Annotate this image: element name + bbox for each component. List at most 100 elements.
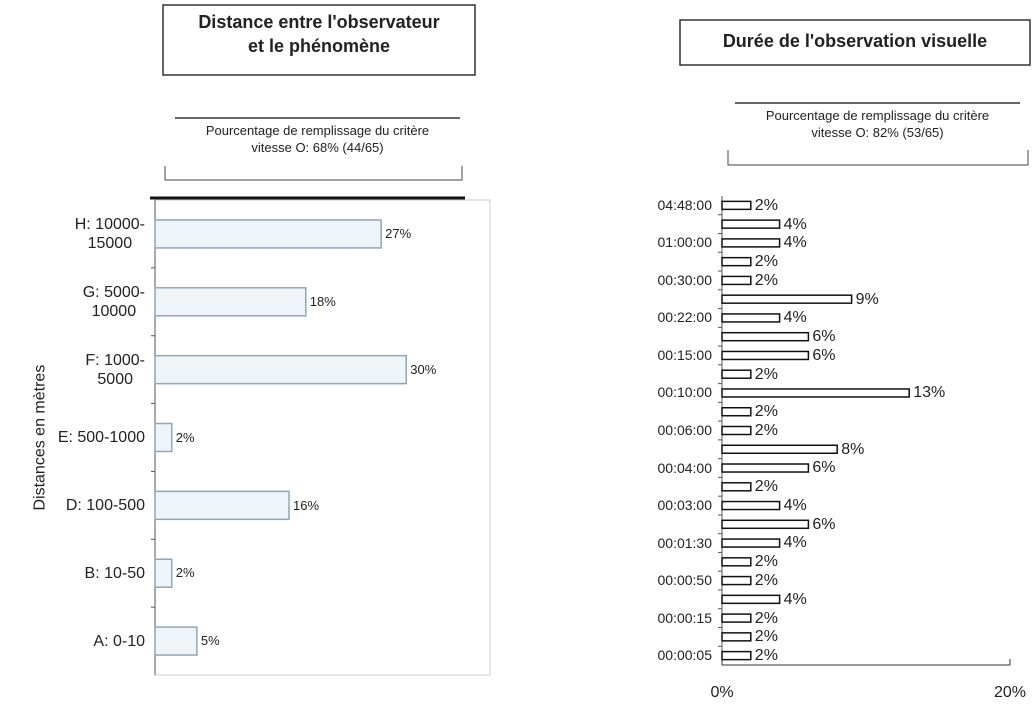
bar bbox=[721, 463, 810, 473]
subtitle: vitesse O: 68% (44/65) bbox=[251, 140, 384, 155]
value-label: 4% bbox=[783, 309, 807, 327]
bar bbox=[721, 482, 752, 492]
value-label: 2% bbox=[754, 271, 778, 289]
value-label: 6% bbox=[812, 346, 836, 364]
value-label: 18% bbox=[309, 293, 336, 309]
category-label: 00:00:15 bbox=[657, 609, 713, 626]
bar bbox=[154, 422, 173, 453]
value-label: 2% bbox=[754, 365, 778, 383]
value-label: 30% bbox=[410, 361, 437, 377]
bar bbox=[721, 538, 781, 548]
bar bbox=[154, 287, 307, 317]
category-label: 00:00:50 bbox=[657, 572, 713, 589]
bar bbox=[154, 626, 198, 656]
bar bbox=[721, 313, 781, 323]
bar bbox=[721, 632, 752, 642]
subtitle: vitesse O: 82% (53/65) bbox=[811, 125, 944, 140]
category-label: 00:15:00 bbox=[657, 346, 713, 363]
bar bbox=[721, 350, 810, 361]
value-label: 2% bbox=[754, 253, 778, 271]
bar bbox=[154, 558, 173, 588]
category-label: 00:04:00 bbox=[657, 459, 713, 476]
value-label: 2% bbox=[754, 628, 778, 646]
bar bbox=[721, 294, 853, 304]
subtitle: Pourcentage de remplissage du critère bbox=[205, 123, 430, 138]
category-label: 00:00:05 bbox=[657, 647, 713, 664]
category-label: G: 5000- 10000 bbox=[82, 283, 145, 320]
value-label: 2% bbox=[175, 429, 195, 445]
bar bbox=[721, 275, 752, 286]
category-label: 01:00:00 bbox=[657, 234, 713, 251]
value-label: 2% bbox=[175, 565, 195, 581]
value-label: 2% bbox=[754, 647, 778, 665]
bracket bbox=[164, 166, 463, 181]
category-label: 00:22:00 bbox=[657, 309, 713, 326]
category-label: 04:48:00 bbox=[657, 196, 713, 213]
title-box bbox=[162, 4, 476, 76]
bar bbox=[721, 500, 781, 511]
bar bbox=[721, 519, 810, 530]
value-label: 2% bbox=[754, 196, 778, 214]
bar bbox=[721, 650, 752, 661]
value-label: 9% bbox=[855, 290, 879, 308]
chart-title: et le phénomène bbox=[247, 36, 391, 56]
bar bbox=[154, 490, 290, 521]
y-axis-label: Distances en mètres bbox=[31, 364, 49, 511]
bar bbox=[154, 354, 407, 385]
bar bbox=[721, 369, 752, 379]
bar bbox=[721, 425, 752, 436]
value-label: 2% bbox=[754, 609, 778, 627]
chart-title: Durée de l'observation visuelle bbox=[722, 31, 988, 51]
value-label: 2% bbox=[754, 553, 778, 571]
category-label: A: 0-10 bbox=[93, 632, 145, 650]
category-label: 00:03:00 bbox=[657, 497, 713, 514]
value-label: 5% bbox=[200, 633, 220, 649]
chart-title: Distance entre l'observateur bbox=[198, 12, 440, 32]
bracket bbox=[727, 150, 1029, 166]
bar bbox=[721, 575, 752, 586]
category-label: F: 1000- 5000 bbox=[85, 351, 145, 388]
bar bbox=[154, 219, 382, 249]
category-label: 00:10:00 bbox=[657, 384, 713, 401]
value-label: 8% bbox=[841, 440, 865, 458]
category-label: B: 10-50 bbox=[84, 564, 145, 582]
value-label: 4% bbox=[783, 496, 807, 514]
value-label: 27% bbox=[385, 226, 412, 242]
value-label: 6% bbox=[812, 328, 836, 346]
bar bbox=[721, 557, 752, 567]
subtitle: Pourcentage de remplissage du critère bbox=[765, 108, 990, 123]
category-label: 00:01:30 bbox=[657, 534, 713, 551]
x-tick-label: 20% bbox=[993, 684, 1027, 701]
category-label: D: 100-500 bbox=[65, 496, 145, 514]
value-label: 6% bbox=[812, 459, 836, 477]
bar bbox=[721, 406, 752, 417]
category-label: H: 10000- 15000 bbox=[74, 215, 145, 253]
value-label: 2% bbox=[754, 571, 778, 589]
value-label: 2% bbox=[754, 478, 778, 496]
value-label: 2% bbox=[754, 403, 778, 421]
title-box bbox=[679, 19, 1031, 66]
value-label: 6% bbox=[812, 515, 836, 533]
bar bbox=[721, 219, 781, 229]
bar bbox=[721, 444, 838, 455]
value-label: 13% bbox=[913, 384, 946, 402]
bar bbox=[721, 594, 781, 605]
value-label: 4% bbox=[783, 234, 807, 252]
plot-frame bbox=[155, 199, 491, 676]
bar bbox=[721, 331, 810, 342]
bar bbox=[721, 256, 752, 267]
x-tick-label: 0% bbox=[710, 684, 734, 701]
category-label: 00:30:00 bbox=[657, 271, 713, 288]
bar bbox=[721, 238, 781, 248]
bar bbox=[721, 200, 752, 211]
value-label: 16% bbox=[293, 497, 320, 513]
category-label: E: 500-1000 bbox=[57, 429, 145, 446]
bar bbox=[721, 388, 910, 398]
value-label: 2% bbox=[754, 421, 778, 439]
value-label: 4% bbox=[783, 590, 807, 608]
category-label: 00:06:00 bbox=[657, 422, 713, 438]
bar bbox=[721, 613, 752, 623]
value-label: 4% bbox=[783, 215, 807, 233]
